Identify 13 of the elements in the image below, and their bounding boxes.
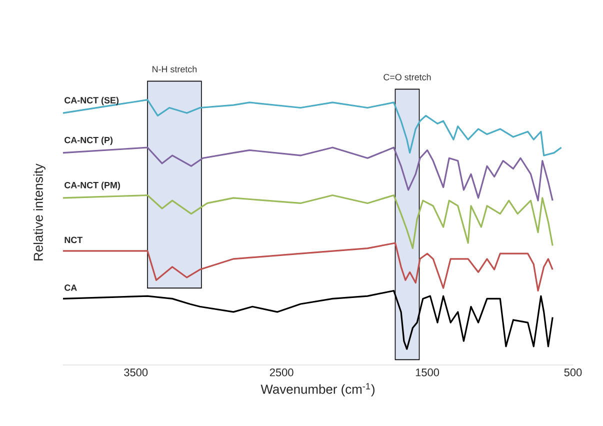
series-label: CA-NCT (PM) <box>64 182 120 190</box>
x-axis-title: Wavenumber (cm$^{-1}$) <box>260 383 374 396</box>
series-label: NCT <box>64 236 83 244</box>
series-label: CA-NCT (SE) <box>64 96 119 106</box>
x-tick-label: 1500 <box>416 368 440 376</box>
y-axis-title: Relative intensity <box>33 164 46 260</box>
series-label: CA <box>64 284 77 291</box>
x-tick-label: 2500 <box>270 368 294 376</box>
x-tick-label: 3500 <box>124 368 148 376</box>
series-label: CA-NCT (P) <box>64 136 113 145</box>
band-label: N-H stretch <box>152 66 197 72</box>
x-tick-label: 500 <box>564 368 582 376</box>
band-label: C=O stretch <box>384 74 431 80</box>
